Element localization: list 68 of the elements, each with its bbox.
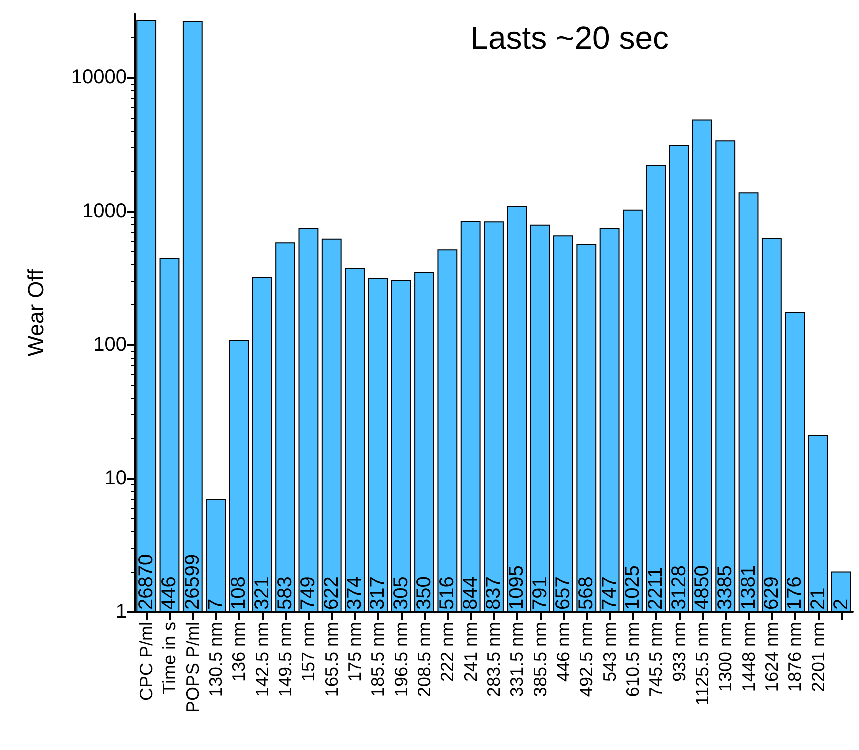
x-tick-label: 185.5 nm (368, 622, 388, 698)
data-label: 791 (529, 576, 552, 610)
y-tick-label: 100 (94, 334, 127, 356)
x-tick-label: 745.5 nm (646, 622, 666, 698)
x-tick-label: 1624 nm (762, 622, 782, 692)
x-tick-label: 241 nm (460, 622, 481, 682)
data-label: 176 (784, 576, 806, 610)
data-label: 26870 (136, 554, 158, 610)
data-label: 7 (205, 598, 228, 610)
data-label: 2 (830, 598, 852, 610)
x-tick-label: Time in s (160, 622, 180, 694)
data-label: 747 (598, 576, 621, 610)
data-label: 446 (158, 576, 181, 610)
data-label: 317 (367, 576, 390, 610)
x-tick-label: 1125.5 nm (692, 622, 712, 706)
data-label: 3128 (668, 566, 690, 610)
data-label: 108 (228, 576, 250, 610)
data-label: 516 (436, 576, 459, 610)
annotation: Lasts ~20 sec (470, 20, 669, 56)
data-label: 1095 (506, 566, 528, 610)
data-label: 1025 (622, 566, 644, 610)
x-tick-label: POPS P/ml (182, 622, 203, 714)
data-label: 21 (807, 588, 830, 610)
data-label: 4850 (691, 566, 714, 610)
x-tick-label: 136 nm (229, 622, 250, 682)
data-label: 374 (344, 576, 366, 610)
y-axis-title: Wear Off (24, 268, 48, 357)
x-tick-label: 283.5 nm (484, 622, 504, 698)
data-label: 837 (483, 576, 505, 610)
x-tick-label: 165.5 nm (322, 622, 342, 698)
y-tick-label: 10 (104, 467, 127, 490)
x-tick-label: CPC P/ml (136, 622, 157, 702)
data-label: 3385 (714, 566, 737, 610)
x-tick-label: 385.5 nm (530, 622, 550, 698)
data-label: 305 (390, 576, 412, 610)
data-label: 26599 (182, 554, 204, 610)
y-tick-label: 1 (116, 601, 127, 623)
x-tick-label: 610.5 nm (622, 622, 643, 698)
x-tick-label: 222 nm (438, 622, 458, 682)
data-label: 568 (576, 576, 598, 610)
data-label: 657 (552, 576, 574, 610)
x-tick-label: 446 nm (553, 622, 574, 682)
data-label: 622 (320, 576, 343, 610)
y-tick-label: 1000 (82, 200, 127, 222)
x-tick-label: 196.5 nm (391, 622, 412, 698)
y-tick-label: 10000 (71, 66, 127, 89)
x-tick-label: 492.5 nm (576, 622, 597, 698)
data-label: 629 (760, 576, 783, 610)
data-label: 583 (274, 576, 297, 610)
data-label: 844 (460, 576, 482, 610)
data-label: 2211 (645, 566, 668, 610)
x-tick-label: 149.5 nm (276, 622, 296, 698)
data-label: 321 (251, 576, 274, 610)
data-label: 749 (298, 576, 320, 610)
x-tick-label: 142.5 nm (252, 622, 272, 698)
x-tick-label: 543 nm (600, 622, 620, 682)
x-tick-label: 2201 nm (808, 622, 828, 692)
x-tick-label: 1300 nm (716, 622, 736, 692)
x-tick-label: 157 nm (298, 622, 319, 682)
x-tick-label: 331.5 nm (507, 622, 528, 698)
data-label: 350 (414, 576, 436, 610)
x-tick-label: 1448 nm (738, 622, 759, 692)
x-tick-label: 208.5 nm (414, 622, 435, 698)
x-tick-label: 1876 nm (785, 622, 806, 692)
x-tick-label: 933 nm (669, 622, 690, 682)
x-tick-label: 130.5 nm (206, 622, 226, 698)
data-label: 1381 (738, 566, 760, 610)
x-tick-label: 175 nm (345, 622, 366, 682)
